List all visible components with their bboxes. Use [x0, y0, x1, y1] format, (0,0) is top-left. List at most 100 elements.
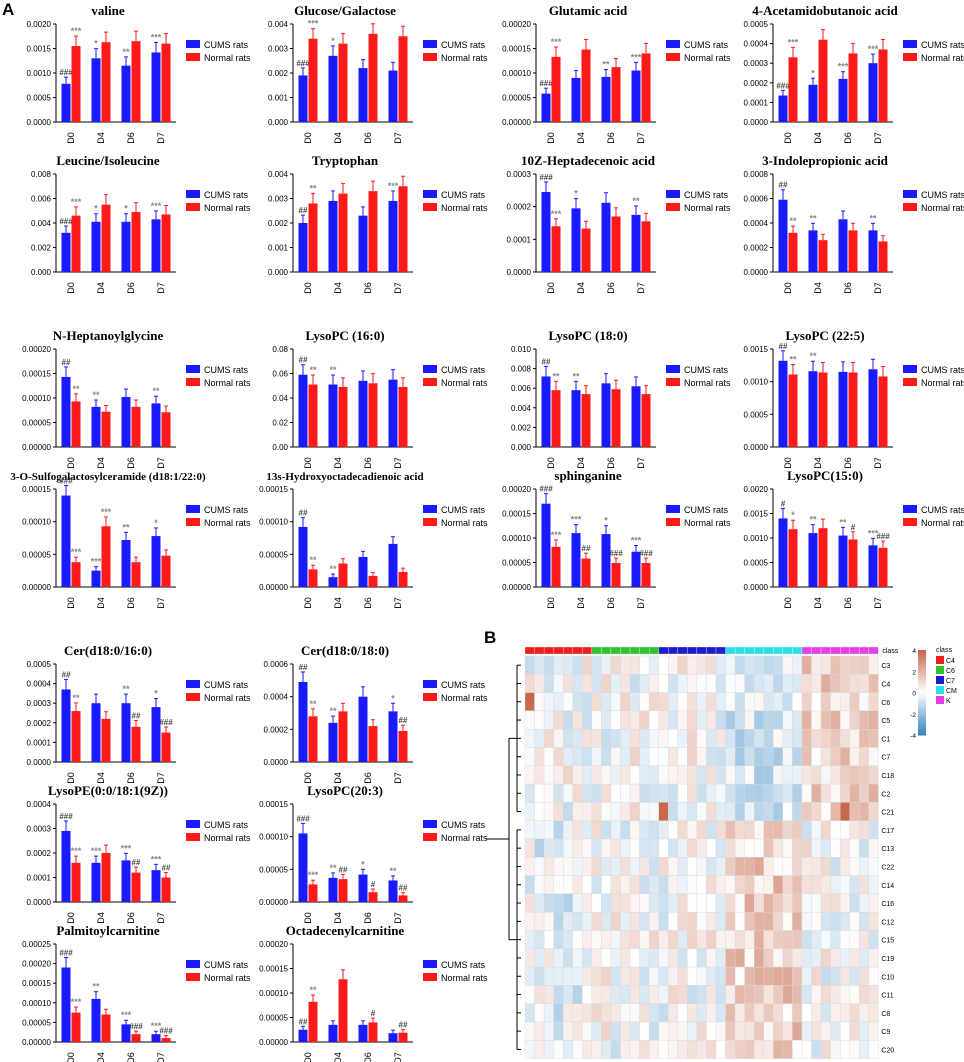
heatmap-cell [811, 893, 822, 913]
bar-cums [868, 63, 878, 122]
significance-label: ** [309, 699, 317, 709]
y-tick-label: 0.00005 [502, 94, 531, 103]
significance-label: ## [542, 357, 551, 366]
bar-normal [398, 1032, 408, 1042]
x-tick-label: D4 [576, 282, 586, 294]
scale-cell [918, 669, 926, 672]
heatmap-cell [677, 802, 688, 821]
heatmap-cell [859, 893, 870, 913]
row-label: C20 [881, 1047, 894, 1054]
heatmap-cell [849, 1021, 860, 1041]
bar-cums [601, 534, 611, 587]
significance-label: *** [551, 530, 562, 540]
heatmap-cell [830, 857, 841, 876]
heatmap-cell [648, 1021, 659, 1041]
bar-normal [878, 49, 888, 123]
bar-cums [571, 208, 581, 272]
heatmap-cell [620, 948, 631, 968]
x-tick-label: D7 [393, 1052, 403, 1062]
bar-normal [398, 386, 408, 447]
scale-cell [918, 677, 926, 681]
y-tick-label: 0.00005 [22, 1018, 51, 1027]
heatmap-cell [553, 692, 564, 712]
x-tick-label: D0 [546, 282, 556, 294]
heatmap-cell [591, 729, 602, 748]
significance-label: *** [71, 846, 82, 856]
legend-swatch-normal [903, 378, 917, 386]
heatmap-cell [706, 729, 717, 748]
heatmap-cell [696, 1021, 707, 1041]
x-tick-label: D7 [873, 457, 883, 469]
heatmap-cell [658, 857, 669, 876]
heatmap-cell [744, 966, 755, 986]
heatmap-cell [773, 765, 784, 785]
heatmap-cell [754, 747, 764, 766]
significance-label: *** [631, 52, 642, 62]
heatmap-cell [687, 948, 698, 968]
heatmap-cell [744, 948, 755, 968]
class-legend-label: C4 [946, 658, 955, 665]
heatmap-cell [639, 692, 650, 712]
heatmap-cell [553, 912, 564, 931]
heatmap-cell [601, 985, 612, 1004]
bar-normal [848, 372, 858, 447]
legend-label-normal: Normal rats [204, 518, 251, 528]
heatmap-cell [687, 875, 698, 895]
heatmap-cell [715, 985, 726, 1004]
bar-normal [161, 43, 171, 122]
significance-label: ** [92, 390, 100, 400]
heatmap-cell [620, 1021, 631, 1041]
heatmap-cell [677, 710, 688, 730]
bar-cums [838, 371, 848, 447]
heatmap-cell [524, 710, 535, 730]
heatmap-cell [763, 710, 774, 730]
significance-label: *** [551, 209, 562, 219]
heatmap-cell [715, 875, 726, 895]
significance-label: # [781, 499, 786, 508]
y-tick-label: 0.003 [268, 195, 289, 204]
heatmap-cell [830, 783, 841, 803]
row-label: C21 [881, 810, 894, 817]
x-tick-label: D6 [606, 282, 616, 294]
y-tick-label: 0.004 [268, 20, 289, 29]
bar-normal [131, 562, 141, 587]
significance-label: ** [122, 47, 130, 57]
heatmap-cell [543, 985, 554, 1004]
x-tick-label: D4 [96, 597, 106, 609]
heatmap-cell [553, 930, 564, 949]
significance-label: ## [582, 544, 591, 553]
bar-normal [101, 853, 111, 902]
heatmap-cell [773, 1003, 784, 1023]
heatmap-cell [591, 710, 602, 730]
heatmap-cell [763, 838, 774, 858]
x-tick-label: D6 [363, 457, 373, 469]
heatmap-cell [610, 802, 621, 821]
significance-label: ** [92, 982, 100, 992]
y-tick-label: 0.0000 [744, 443, 769, 452]
x-tick-label: D7 [156, 457, 166, 469]
heatmap-cell [715, 1021, 726, 1041]
heatmap-cell [792, 930, 803, 949]
scale-cell [918, 703, 926, 706]
scale-cell [918, 675, 926, 679]
bar-chart: Octadecenylcarnitine0.000000.000050.0001… [259, 923, 488, 1062]
bar-normal [101, 1014, 111, 1042]
heatmap-cell [696, 802, 707, 821]
heatmap-cell [601, 1003, 612, 1023]
heatmap-cell [868, 948, 879, 968]
bar-normal [788, 57, 798, 122]
heatmap-cell [610, 948, 621, 968]
heatmap-cell [811, 674, 822, 693]
heatmap-cell [524, 783, 535, 803]
heatmap-cell [715, 930, 726, 949]
bar-chart: 4-Acetamidobutanoic acid0.00000.00010.00… [744, 3, 964, 144]
legend-label-normal: Normal rats [204, 973, 251, 983]
heatmap-cell [754, 1021, 764, 1041]
heatmap-cell [706, 747, 717, 766]
bar-normal [308, 1001, 318, 1042]
heatmap-cell [639, 985, 650, 1004]
y-tick-label: 0.00000 [259, 583, 288, 592]
x-tick-label: D0 [303, 282, 313, 294]
bar-chart: Palmitoylcarnitine0.000000.000050.000100… [22, 923, 251, 1062]
y-tick-label: 0.00015 [259, 800, 288, 809]
